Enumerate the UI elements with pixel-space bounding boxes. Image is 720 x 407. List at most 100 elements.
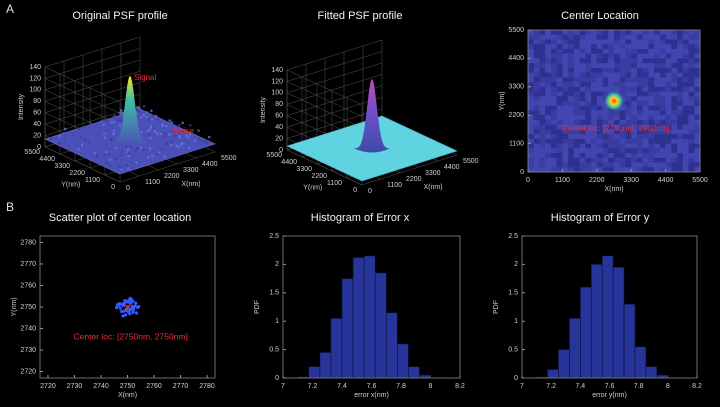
heatmap-cell: [556, 58, 563, 64]
heatmap-cell: [665, 67, 672, 73]
heatmap-cell: [614, 143, 621, 149]
heatmap-cell: [545, 77, 552, 83]
heatmap-cell: [533, 30, 540, 36]
heatmap-cell: [671, 58, 678, 64]
heatmap-cell: [608, 86, 615, 92]
heatmap-cell: [550, 119, 557, 125]
noise-texture: [157, 151, 161, 154]
heatmap-cell: [562, 162, 569, 168]
heatmap-cell: [682, 34, 689, 40]
heatmap-cell: [671, 67, 678, 73]
heatmap-cell: [533, 53, 540, 59]
heatmap-cell: [602, 30, 609, 36]
heatmap-cell: [579, 110, 586, 116]
x-tick-label: 2200: [164, 173, 180, 180]
z-tick-label: 40: [33, 121, 41, 128]
heatmap-cell: [556, 119, 563, 125]
heatmap-cell: [614, 148, 621, 154]
histogram-bar: [385, 312, 398, 379]
heatmap-cell: [682, 153, 689, 159]
heatmap-cell: [625, 148, 632, 154]
heatmap-cell: [556, 53, 563, 59]
heatmap-cell: [614, 124, 621, 130]
heatmap-cell: [642, 67, 649, 73]
heatmap-cell: [608, 148, 615, 154]
panel-label: A: [6, 2, 14, 16]
noise-texture: [135, 161, 138, 164]
heatmap-cell: [562, 63, 569, 69]
noise-texture: [118, 124, 122, 127]
heatmap-cell: [545, 105, 552, 111]
heatmap-cell: [579, 53, 586, 59]
heatmap-cell: [619, 157, 626, 163]
heatmap-cell: [682, 134, 689, 140]
heatmap-cell: [528, 138, 535, 144]
heatmap-cell: [568, 48, 575, 54]
heatmap-cell: [596, 96, 603, 102]
heatmap-cell: [619, 119, 626, 125]
axes-frame: [527, 29, 701, 173]
heatmap-cell: [625, 82, 632, 88]
noise-texture: [145, 111, 149, 114]
heatmap-cell: [619, 110, 626, 116]
heatmap-cell: [642, 72, 649, 78]
y-tick-label: 2730: [20, 347, 36, 354]
histogram-bar: [397, 343, 409, 379]
heatmap-cell: [659, 58, 666, 64]
heatmap-cell: [539, 82, 546, 88]
heatmap-cell: [533, 67, 540, 73]
y-tick-label: 2200: [69, 170, 85, 177]
heatmap-cell: [619, 134, 626, 140]
heatmap-cell: [682, 48, 689, 54]
heatmap-cell: [608, 129, 615, 135]
heatmap-cell: [648, 53, 655, 59]
heatmap-cell: [631, 129, 638, 135]
heatmap-cell: [568, 30, 575, 36]
heatmap-cell: [619, 63, 626, 69]
noise-texture: [150, 109, 153, 113]
heatmap-cell: [625, 119, 632, 125]
heatmap-cell: [533, 101, 540, 107]
heatmap-cell: [631, 86, 638, 92]
heatmap-cell: [579, 153, 586, 159]
scatter-point: [127, 298, 131, 302]
heatmap-cell: [682, 96, 689, 102]
scatter-point: [130, 304, 134, 308]
heatmap-cell: [528, 157, 535, 163]
heatmap-cell: [579, 82, 586, 88]
heatmap-cell: [688, 67, 695, 73]
heatmap-cell: [562, 110, 569, 116]
heatmap-cell: [562, 39, 569, 45]
heatmap-cell: [550, 30, 557, 36]
z-tick-label: 80: [275, 101, 283, 108]
heatmap-cell: [591, 162, 598, 168]
y-tick-label: 2200: [508, 112, 524, 119]
heatmap-cell: [619, 91, 626, 97]
heatmap-cell: [596, 44, 603, 50]
heatmap-cell: [677, 167, 684, 173]
heatmap-cell: [545, 82, 552, 88]
heatmap-cell: [539, 30, 546, 36]
chart-title: Center Location: [561, 10, 639, 22]
heatmap-cell: [688, 110, 695, 116]
y-tick-label: 0: [514, 375, 518, 382]
heatmap-cell: [608, 143, 615, 149]
heatmap-cell: [579, 86, 586, 92]
heatmap-cell: [631, 91, 638, 97]
grid-line: [286, 69, 363, 106]
z-tick-label: 20: [275, 135, 283, 142]
noise-texture: [159, 132, 163, 136]
heatmap-cell: [585, 67, 592, 73]
histogram-bar: [374, 272, 387, 379]
heatmap-cell: [665, 138, 672, 144]
heatmap-cell: [659, 72, 666, 78]
noise-texture: [105, 119, 108, 123]
heatmap-cell: [654, 134, 661, 140]
heatmap-cell: [631, 148, 638, 154]
heatmap-cell: [573, 129, 580, 135]
heatmap-cell: [585, 58, 592, 64]
heatmap-cell: [682, 162, 689, 168]
heatmap-cell: [665, 86, 672, 92]
noise-texture: [127, 152, 130, 155]
heatmap-cell: [556, 134, 563, 140]
